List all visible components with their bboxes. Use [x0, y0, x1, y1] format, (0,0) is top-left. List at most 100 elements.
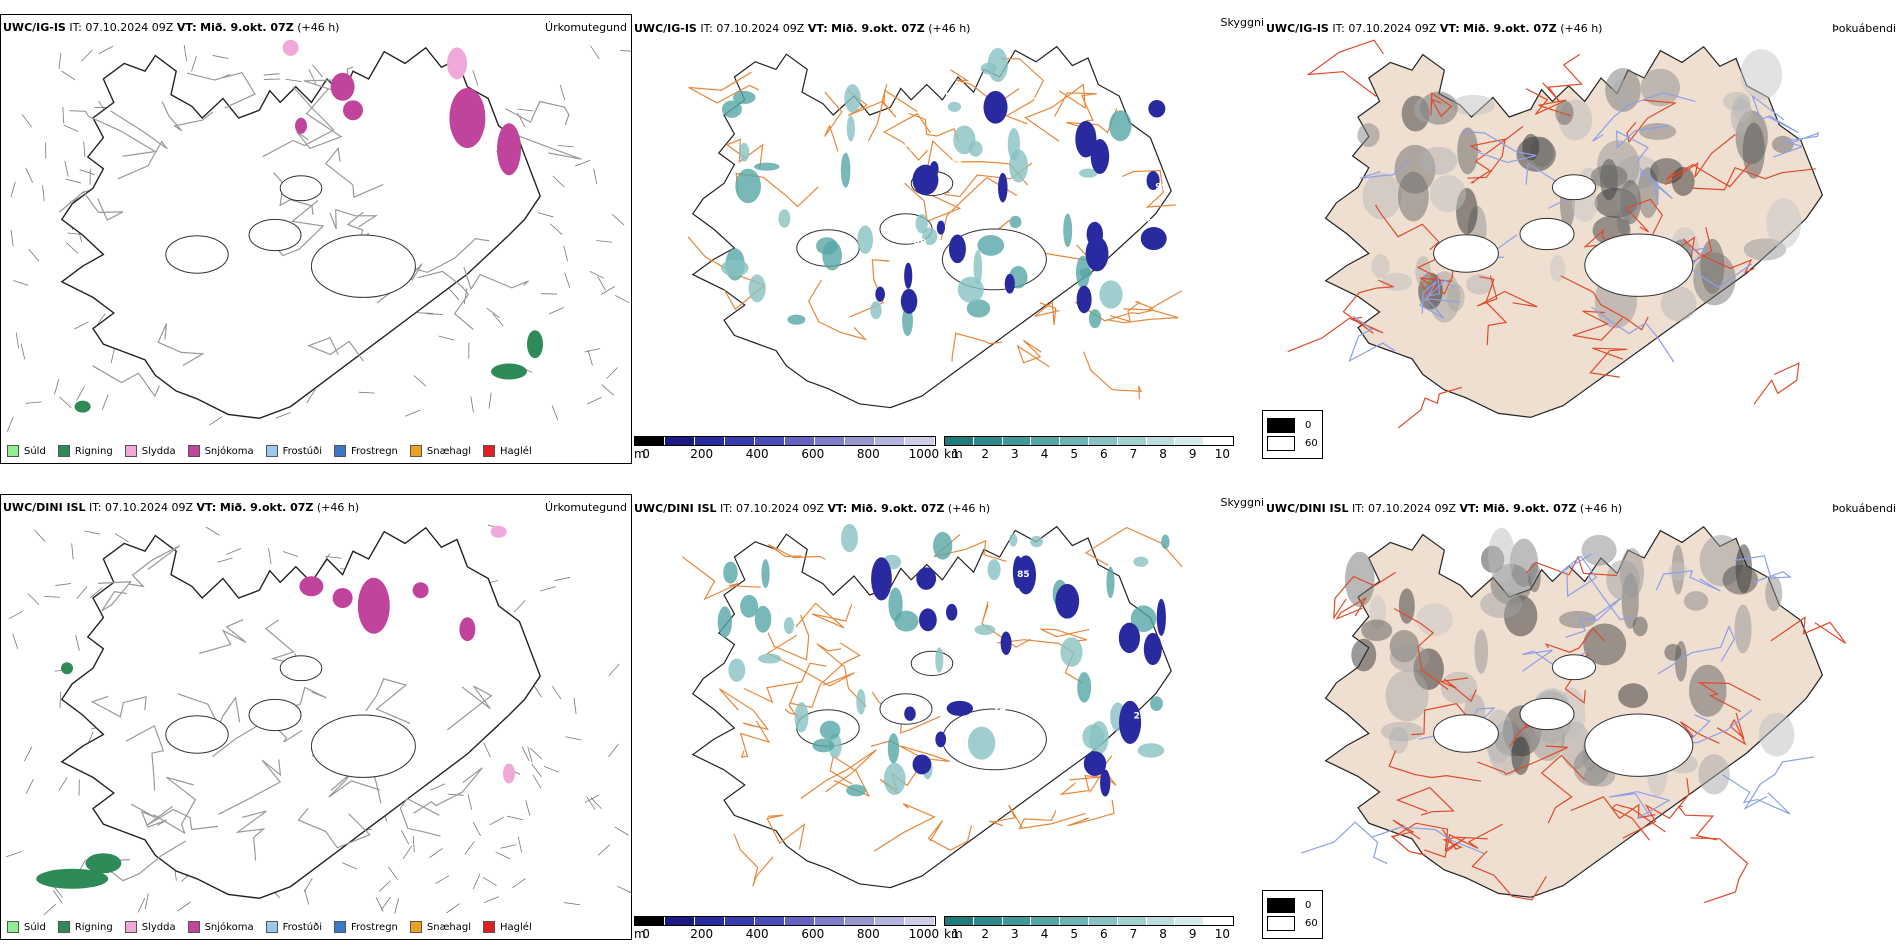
colorbar-cell [1060, 437, 1089, 445]
colorbar-cell [1031, 917, 1061, 925]
road-line [1034, 300, 1060, 325]
wind-barb [435, 875, 450, 885]
road-line [1024, 83, 1087, 142]
visibility-area [1079, 168, 1098, 178]
visibility-area [957, 276, 984, 303]
low-cloud-area [1012, 555, 1024, 589]
legend-label: Frostúði [282, 445, 322, 457]
visibility-area [887, 733, 900, 764]
road-line [808, 279, 868, 341]
road-line [199, 619, 247, 655]
fog-panel-row1: UWC/IG-IS IT: 07.10.2024 09Z VT: Mið. 9.… [1264, 14, 1900, 464]
road-line [1664, 134, 1736, 186]
colorbar-tick: 1000 [908, 447, 940, 461]
low-cloud-area [1086, 221, 1104, 247]
cloud-base-label: 174 [902, 144, 921, 154]
wind-barb [565, 736, 582, 741]
wind-barb [463, 288, 468, 305]
precip-legend-item: Snjókoma [187, 445, 254, 457]
fog-index-area [1733, 94, 1752, 122]
wind-barb [13, 280, 29, 286]
wind-barb [563, 245, 568, 262]
wind-barb [483, 896, 500, 903]
precip-legend-item: Frostregn [334, 445, 398, 457]
wind-barb [413, 375, 427, 387]
colorbar-cell [1204, 917, 1233, 925]
road-line [365, 678, 411, 724]
precip-map-row1 [6, 39, 631, 432]
fog-index-area [1357, 123, 1380, 148]
road-line [69, 110, 157, 157]
road-line [1461, 130, 1537, 164]
road-line [767, 614, 810, 661]
wind-barb [306, 389, 316, 404]
legend-swatch [187, 921, 200, 933]
road-line [1477, 745, 1568, 776]
legend-label: 0 [1305, 900, 1312, 911]
wind-barb [500, 844, 517, 849]
fog-index-area [1381, 721, 1424, 742]
precip-legend-item: Frostregn [334, 921, 398, 933]
cloud-base-label: 208 [1141, 767, 1160, 777]
road-line [395, 237, 490, 274]
fog-index-area [1722, 564, 1758, 595]
colorbar-tick: 600 [801, 447, 825, 461]
wind-barb [101, 394, 109, 410]
wind-barb [574, 159, 591, 167]
wind-barb [412, 836, 415, 853]
wind-barb [430, 783, 446, 791]
visibility-area [857, 225, 874, 254]
wind-barb [81, 49, 93, 62]
colorbar-cell [635, 437, 665, 445]
cloud-base-label: 79 [1032, 97, 1045, 107]
colorbar-cell [725, 437, 755, 445]
colorbar-tick: 200 [690, 927, 714, 941]
wind-barb [75, 634, 80, 651]
road-line [399, 797, 441, 837]
road-line [1018, 810, 1086, 830]
precip-legend-item: Rigning [57, 445, 113, 457]
low-cloud-area [904, 706, 916, 721]
cloud-base-label: 85 [1147, 219, 1160, 229]
visibility-area [1130, 605, 1157, 633]
legend-label: 60 [1305, 438, 1318, 449]
precip-legend-item: Slydda [124, 921, 176, 933]
wind-barb [55, 583, 72, 586]
fog-index-area [1351, 638, 1377, 672]
wind-barb [25, 167, 33, 183]
visibility-area [987, 559, 1001, 581]
visibility-area [1060, 637, 1083, 667]
wind-barb [83, 141, 86, 158]
road-line [125, 724, 165, 791]
colorbar-cell [635, 917, 665, 925]
fog-index-area [1559, 610, 1597, 629]
fog-legend-item: 0 [1267, 898, 1318, 913]
road-line [1640, 167, 1673, 205]
low-cloud-area [946, 700, 973, 716]
colorbar-cell [1146, 437, 1176, 445]
visibility-area [1082, 724, 1105, 750]
legend-label: Slydda [141, 921, 176, 933]
visibility-area [902, 306, 913, 337]
glacier-outline [310, 234, 416, 298]
visibility-area [1075, 255, 1090, 289]
colorbar-cell [945, 917, 974, 925]
wind-barb [98, 45, 114, 55]
road-line [1122, 169, 1176, 208]
visibility-area [758, 653, 782, 664]
road-line [871, 691, 941, 734]
rain-area [491, 363, 527, 380]
road-line [681, 556, 761, 601]
wind-barb [559, 84, 566, 101]
wind-barb [12, 633, 19, 650]
fog-index-area [1581, 534, 1617, 566]
legend-swatch [265, 445, 278, 457]
fog-index-area [1511, 736, 1530, 775]
road-line [161, 101, 214, 132]
precip-legend-item: Snæhagl [409, 921, 471, 933]
colorbar-cell [1002, 437, 1032, 445]
wind-barb [620, 49, 631, 52]
road-line [1059, 775, 1101, 796]
legend-swatch [57, 921, 70, 933]
cloud-panel-row1: 23 49 174 149 85 99 84 60 204 13 79 143 138 18 15 UWC/… [632, 14, 1264, 464]
